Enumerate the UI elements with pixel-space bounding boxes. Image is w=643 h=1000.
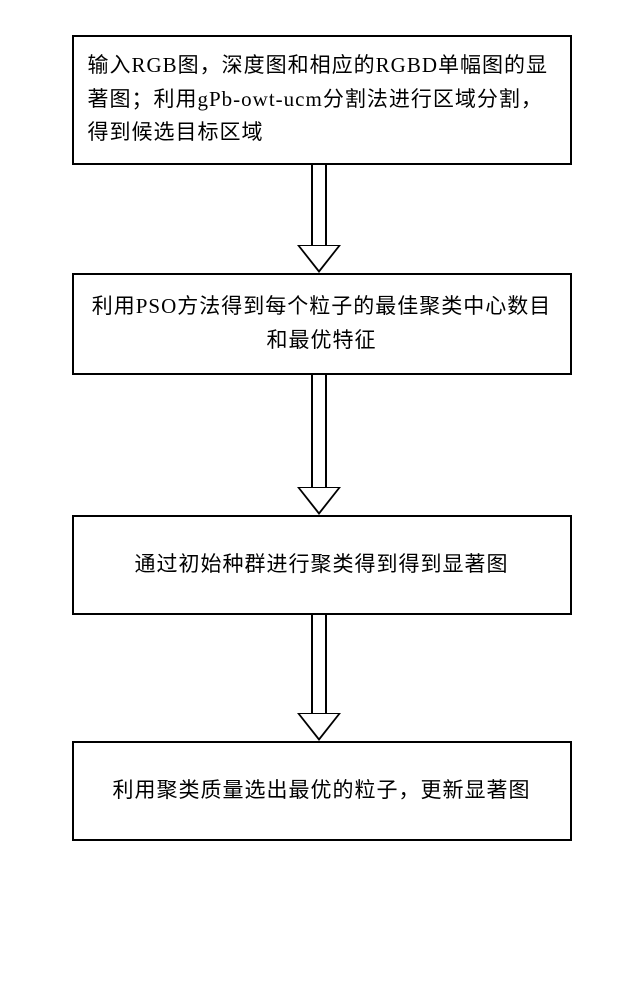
arrow-head-icon — [297, 245, 341, 273]
arrow-3 — [297, 615, 341, 741]
arrow-head-icon — [297, 713, 341, 741]
arrow-shaft-icon — [311, 615, 327, 713]
flowchart-box-1: 输入RGB图，深度图和相应的RGBD单幅图的显著图；利用gPb-owt-ucm分… — [72, 35, 572, 165]
box-3-text: 通过初始种群进行聚类得到得到显著图 — [135, 548, 509, 582]
arrow-shaft-icon — [311, 375, 327, 487]
box-2-text: 利用PSO方法得到每个粒子的最佳聚类中心数目和最优特征 — [88, 290, 556, 357]
flowchart-container: 输入RGB图，深度图和相应的RGBD单幅图的显著图；利用gPb-owt-ucm分… — [0, 0, 643, 841]
box-1-text: 输入RGB图，深度图和相应的RGBD单幅图的显著图；利用gPb-owt-ucm分… — [88, 53, 549, 144]
arrow-shaft-icon — [311, 165, 327, 245]
box-4-text: 利用聚类质量选出最优的粒子，更新显著图 — [113, 774, 531, 808]
flowchart-box-3: 通过初始种群进行聚类得到得到显著图 — [72, 515, 572, 615]
flowchart-box-4: 利用聚类质量选出最优的粒子，更新显著图 — [72, 741, 572, 841]
flowchart-box-2: 利用PSO方法得到每个粒子的最佳聚类中心数目和最优特征 — [72, 273, 572, 375]
arrow-head-icon — [297, 487, 341, 515]
arrow-1 — [297, 165, 341, 273]
arrow-2 — [297, 375, 341, 515]
